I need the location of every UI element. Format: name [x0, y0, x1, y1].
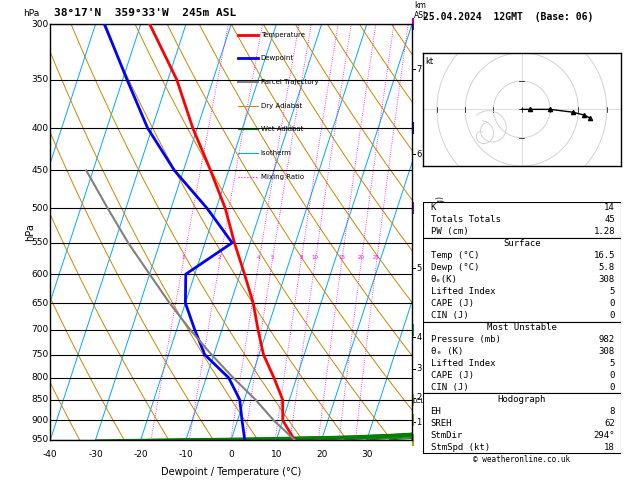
Text: 25: 25	[373, 255, 380, 260]
Text: 5.8: 5.8	[599, 263, 615, 272]
Text: -20: -20	[133, 450, 148, 459]
Text: Lifted Index: Lifted Index	[431, 359, 495, 368]
Text: 8: 8	[610, 407, 615, 416]
Text: 20: 20	[358, 255, 365, 260]
Text: 350: 350	[31, 75, 48, 85]
Text: 982: 982	[599, 335, 615, 344]
Text: 30: 30	[361, 450, 372, 459]
Text: 5: 5	[610, 359, 615, 368]
Text: © weatheronline.co.uk: © weatheronline.co.uk	[473, 455, 571, 464]
Text: 0: 0	[610, 371, 615, 380]
Text: 300: 300	[31, 20, 48, 29]
Text: Dewpoint: Dewpoint	[261, 55, 294, 61]
Text: 900: 900	[31, 416, 48, 425]
Text: 25.04.2024  12GMT  (Base: 06): 25.04.2024 12GMT (Base: 06)	[423, 12, 593, 22]
Text: 1: 1	[416, 418, 421, 427]
Text: Hodograph: Hodograph	[498, 395, 546, 404]
Text: hPa: hPa	[23, 9, 40, 18]
Text: CAPE (J): CAPE (J)	[431, 371, 474, 380]
Text: 800: 800	[31, 373, 48, 382]
Text: 0: 0	[610, 383, 615, 392]
Bar	[423, 393, 621, 453]
Text: 16.5: 16.5	[593, 251, 615, 260]
Text: StmSpd (kt): StmSpd (kt)	[431, 443, 490, 452]
Text: SREH: SREH	[431, 419, 452, 428]
Text: hPa: hPa	[25, 223, 35, 241]
Text: 600: 600	[31, 270, 48, 278]
Text: Lifted Index: Lifted Index	[431, 287, 495, 296]
Text: Dry Adiabat: Dry Adiabat	[261, 103, 302, 109]
Text: StmDir: StmDir	[431, 431, 463, 440]
Text: θₑ(K): θₑ(K)	[431, 275, 457, 284]
Bar	[423, 238, 621, 322]
Text: 5: 5	[610, 287, 615, 296]
Text: PW (cm): PW (cm)	[431, 227, 468, 236]
Text: Mixing Ratio: Mixing Ratio	[261, 174, 304, 180]
Text: 1: 1	[182, 255, 185, 260]
Text: 650: 650	[31, 298, 48, 308]
Text: 308: 308	[599, 275, 615, 284]
Text: km
ASL: km ASL	[414, 1, 428, 20]
Text: EH: EH	[431, 407, 442, 416]
Text: Totals Totals: Totals Totals	[431, 215, 501, 224]
Text: Parcel Trajectory: Parcel Trajectory	[261, 79, 318, 85]
Text: 308: 308	[599, 347, 615, 356]
Text: Dewp (°C): Dewp (°C)	[431, 263, 479, 272]
Text: Temperature: Temperature	[261, 32, 305, 38]
Text: 15: 15	[338, 255, 345, 260]
Text: 38°17'N  359°33'W  245m ASL: 38°17'N 359°33'W 245m ASL	[54, 8, 236, 18]
Text: 4: 4	[257, 255, 260, 260]
Text: CIN (J): CIN (J)	[431, 311, 468, 320]
Text: θₑ (K): θₑ (K)	[431, 347, 463, 356]
Text: 294°: 294°	[593, 431, 615, 440]
Text: LCL: LCL	[413, 398, 425, 403]
Text: 5: 5	[416, 263, 421, 273]
Bar	[423, 202, 621, 238]
Text: 6: 6	[416, 150, 421, 158]
Text: 14: 14	[604, 203, 615, 212]
Text: 2: 2	[218, 255, 221, 260]
Text: 18: 18	[604, 443, 615, 452]
Text: CAPE (J): CAPE (J)	[431, 299, 474, 308]
Text: 400: 400	[31, 123, 48, 133]
Text: 850: 850	[31, 395, 48, 404]
Text: 62: 62	[604, 419, 615, 428]
Text: CIN (J): CIN (J)	[431, 383, 468, 392]
Text: kt: kt	[426, 57, 433, 66]
Text: 7: 7	[416, 65, 421, 74]
Text: Mixing Ratio (g/kg): Mixing Ratio (g/kg)	[437, 195, 445, 269]
Text: -40: -40	[43, 450, 58, 459]
Bar	[423, 322, 621, 393]
Text: Pressure (mb): Pressure (mb)	[431, 335, 501, 344]
Text: 700: 700	[31, 325, 48, 334]
Text: Most Unstable: Most Unstable	[487, 323, 557, 332]
Text: Dewpoint / Temperature (°C): Dewpoint / Temperature (°C)	[161, 467, 301, 477]
Text: 10: 10	[311, 255, 319, 260]
Text: -10: -10	[179, 450, 193, 459]
Text: Temp (°C): Temp (°C)	[431, 251, 479, 260]
Text: 1.28: 1.28	[593, 227, 615, 236]
Text: 10: 10	[270, 450, 282, 459]
Text: 500: 500	[31, 204, 48, 213]
Text: 950: 950	[31, 435, 48, 444]
Text: 3: 3	[416, 364, 421, 373]
Text: 4: 4	[416, 333, 421, 342]
Text: K: K	[431, 203, 436, 212]
Text: 0: 0	[610, 299, 615, 308]
Text: -30: -30	[88, 450, 103, 459]
Text: 5: 5	[270, 255, 274, 260]
Text: 450: 450	[31, 166, 48, 175]
Text: 0: 0	[610, 311, 615, 320]
Text: 2: 2	[416, 393, 421, 402]
Text: 750: 750	[31, 350, 48, 359]
Text: 550: 550	[31, 238, 48, 247]
Text: 20: 20	[316, 450, 327, 459]
Text: Surface: Surface	[503, 239, 540, 248]
Text: 45: 45	[604, 215, 615, 224]
Text: 0: 0	[228, 450, 234, 459]
Text: 8: 8	[299, 255, 303, 260]
Text: Wet Adiabat: Wet Adiabat	[261, 126, 303, 132]
Text: Isotherm: Isotherm	[261, 150, 292, 156]
